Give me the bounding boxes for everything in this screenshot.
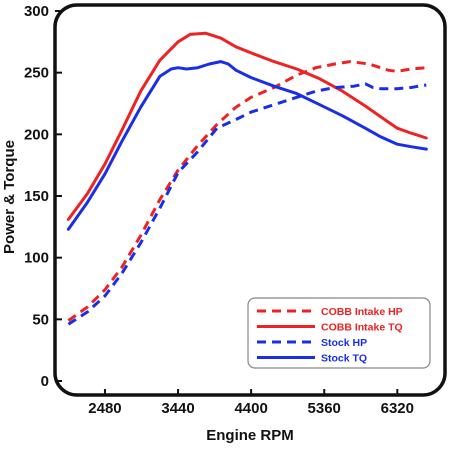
series-line-stock-hp [67,82,427,326]
series-line-stock-tq [66,60,428,231]
series-line-cobb-intake-tq [66,31,428,221]
y-axis: 0 50 100 150 200 250 300 [24,3,62,390]
y-tick-label: 0 [41,373,49,390]
y-axis-title: Power & Torque [1,140,18,254]
y-tick-label: 50 [32,311,49,328]
x-tick-label: 2480 [88,400,121,417]
legend-label: Stock HP [321,337,367,349]
y-tick-label: 200 [24,126,49,143]
y-tick-label: 300 [24,3,49,20]
x-tick-label: 4400 [234,400,267,417]
y-tick-label: 100 [24,250,49,267]
x-axis: 2480 3440 4400 5360 6320 [88,389,414,417]
x-axis-title: Engine RPM [206,427,294,444]
legend: COBB Intake HP COBB Intake TQ Stock HP Stoc… [247,297,431,369]
series-layer [66,31,428,326]
series-line-cobb-intake-hp [67,60,427,322]
legend-label: COBB Intake TQ [321,322,403,334]
legend-box [247,297,431,369]
x-tick-label: 3440 [161,400,194,417]
y-tick-label: 250 [24,65,49,82]
x-tick-label: 6320 [381,400,414,417]
legend-label: COBB Intake HP [321,306,403,318]
legend-label: Stock TQ [321,353,367,365]
x-tick-label: 5360 [308,400,341,417]
y-tick-label: 150 [24,188,49,205]
